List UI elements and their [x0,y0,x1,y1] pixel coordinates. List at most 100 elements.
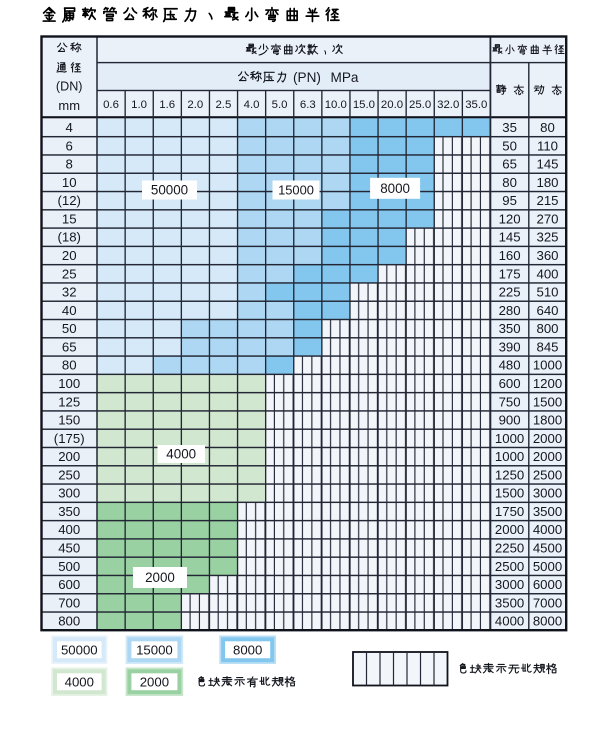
svg-text:50: 50 [502,138,517,153]
svg-text:4000: 4000 [533,522,562,537]
svg-text:15: 15 [62,212,77,227]
svg-text:(PN): (PN) [293,70,321,85]
svg-text:2500: 2500 [495,559,524,574]
svg-text:900: 900 [499,413,521,428]
svg-text:390: 390 [499,339,521,354]
svg-text:(DN): (DN) [56,79,83,93]
svg-text:2000: 2000 [140,674,169,689]
svg-text:6: 6 [66,138,73,153]
svg-text:6.3: 6.3 [300,99,316,111]
svg-text:1000: 1000 [495,449,524,464]
svg-text:50000: 50000 [151,183,188,198]
svg-text:4000: 4000 [166,447,196,462]
svg-text:600: 600 [499,376,521,391]
svg-text:2.5: 2.5 [215,99,231,111]
svg-text:20.0: 20.0 [381,99,403,111]
svg-text:(175): (175) [54,431,85,446]
svg-text:4000: 4000 [495,614,524,629]
svg-text:1.0: 1.0 [131,99,147,111]
svg-text:510: 510 [536,285,558,300]
svg-text:1750: 1750 [495,504,524,519]
svg-text:640: 640 [536,303,558,318]
svg-text:50: 50 [62,321,77,336]
svg-text:2250: 2250 [495,541,524,556]
svg-text:225: 225 [499,285,521,300]
svg-text:32.0: 32.0 [437,99,459,111]
svg-text:325: 325 [536,230,558,245]
svg-text:145: 145 [536,157,558,172]
svg-text:1250: 1250 [495,467,524,482]
svg-text:350: 350 [499,321,521,336]
svg-text:1500: 1500 [533,394,562,409]
svg-text:145: 145 [499,230,521,245]
svg-text:7000: 7000 [533,595,562,610]
svg-text:(12): (12) [57,193,80,208]
svg-text:4: 4 [66,120,73,135]
svg-text:15.0: 15.0 [353,99,375,111]
svg-text:15000: 15000 [278,183,314,198]
svg-text:2000: 2000 [533,449,562,464]
svg-text:350: 350 [58,504,80,519]
svg-text:215: 215 [536,193,558,208]
svg-text:65: 65 [502,157,517,172]
svg-text:3500: 3500 [533,504,562,519]
svg-text:450: 450 [58,541,80,556]
svg-text:35.0: 35.0 [465,99,487,111]
svg-text:125: 125 [58,394,80,409]
svg-text:750: 750 [499,394,521,409]
svg-text:95: 95 [502,193,517,208]
svg-text:800: 800 [58,614,80,629]
svg-text:8000: 8000 [380,181,410,196]
svg-text:800: 800 [536,321,558,336]
svg-text:150: 150 [58,413,80,428]
svg-text:400: 400 [536,266,558,281]
svg-text:300: 300 [58,486,80,501]
svg-text:3000: 3000 [533,486,562,501]
svg-text:25: 25 [62,266,77,281]
svg-text:8000: 8000 [533,614,562,629]
svg-text:25.0: 25.0 [409,99,431,111]
svg-text:2000: 2000 [145,570,175,585]
svg-text:20: 20 [62,248,77,263]
svg-text:10.0: 10.0 [325,99,347,111]
svg-text:200: 200 [58,449,80,464]
svg-text:400: 400 [58,522,80,537]
svg-text:80: 80 [62,358,77,373]
svg-text:1800: 1800 [533,413,562,428]
svg-text:50000: 50000 [61,642,98,657]
svg-text:270: 270 [536,212,558,227]
svg-text:2000: 2000 [533,431,562,446]
svg-text:1.6: 1.6 [159,99,175,111]
svg-text:2500: 2500 [533,467,562,482]
svg-text:0.6: 0.6 [103,99,119,111]
svg-text:250: 250 [58,467,80,482]
svg-text:(18): (18) [57,230,80,245]
svg-text:100: 100 [58,376,80,391]
svg-text:2000: 2000 [495,522,524,537]
svg-text:500: 500 [58,559,80,574]
svg-text:80: 80 [502,175,517,190]
svg-text:15000: 15000 [136,642,173,657]
svg-text:160: 160 [499,248,521,263]
svg-text:600: 600 [58,577,80,592]
svg-text:280: 280 [499,303,521,318]
svg-text:4500: 4500 [533,541,562,556]
svg-text:3500: 3500 [495,595,524,610]
svg-text:480: 480 [499,358,521,373]
svg-text:32: 32 [62,285,77,300]
svg-text:5000: 5000 [533,559,562,574]
svg-text:3000: 3000 [495,577,524,592]
svg-text:1200: 1200 [533,376,562,391]
svg-text:mm: mm [58,98,80,113]
svg-text:35: 35 [502,120,517,135]
svg-text:4000: 4000 [65,674,94,689]
svg-text:5.0: 5.0 [272,99,288,111]
svg-text:120: 120 [499,212,521,227]
svg-text:360: 360 [536,248,558,263]
svg-text:175: 175 [499,266,521,281]
svg-text:1000: 1000 [495,431,524,446]
svg-text:6000: 6000 [533,577,562,592]
svg-text:1000: 1000 [533,358,562,373]
svg-text:700: 700 [58,595,80,610]
svg-text:110: 110 [537,138,558,153]
